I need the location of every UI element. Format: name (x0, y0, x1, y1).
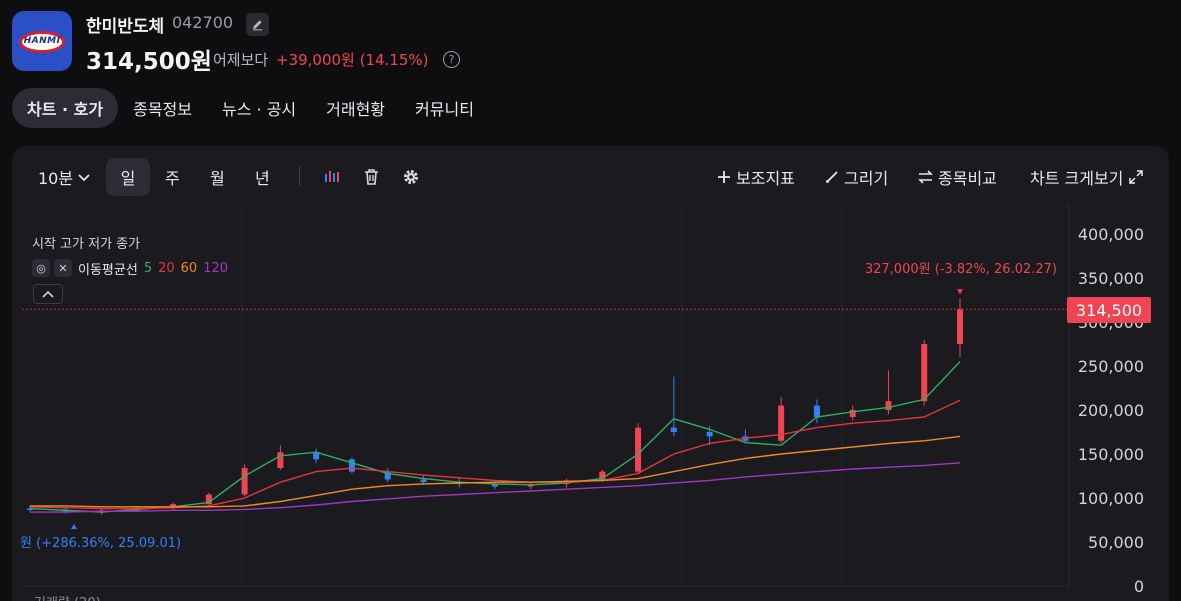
logo-ellipse (19, 31, 65, 53)
chart-toolbar: 10분 일 주 월 년 (12, 146, 1169, 204)
ma-period-5: 5 (143, 260, 153, 276)
expand-label: 차트 크게보기 (1030, 169, 1124, 188)
candlestick-icon (325, 171, 339, 182)
expand-chart-button[interactable]: 차트 크게보기 (1030, 158, 1144, 196)
period-day[interactable]: 일 (106, 158, 150, 196)
trash-icon (365, 169, 378, 185)
ma-period-20: 20 (158, 260, 175, 276)
chevron-down-icon (78, 174, 90, 182)
period-month[interactable]: 월 (210, 169, 225, 188)
chart-card: 400,000350,000300,000250,000200,000150,0… (12, 146, 1169, 601)
stock-code: 042700 (172, 13, 234, 32)
settings-button[interactable] (402, 158, 420, 196)
pen-icon (826, 171, 838, 183)
candle-body (706, 432, 713, 437)
current-price-tag: 314,500 (1067, 297, 1151, 323)
candle-body (813, 405, 820, 418)
candle-body (492, 483, 498, 487)
high-marker-arrow (957, 289, 963, 295)
tab-community[interactable]: 커뮤니티 (415, 100, 474, 119)
compare-button[interactable]: 종목비교 (918, 158, 997, 196)
candle-body (849, 410, 856, 418)
candle-type-button[interactable] (323, 158, 341, 196)
indicator-button[interactable]: 보조지표 (717, 158, 795, 196)
candle-body (635, 427, 642, 472)
compare-label: 종목비교 (938, 169, 997, 188)
period-week[interactable]: 주 (165, 169, 180, 188)
y-tick-label: 400,000 (1078, 225, 1144, 244)
price-chart[interactable]: 400,000350,000300,000250,000200,000150,0… (12, 146, 1169, 601)
candle-body (599, 471, 606, 481)
period-year[interactable]: 년 (255, 169, 270, 188)
volume-legend: 거래량 (20) (34, 592, 101, 601)
interval-label: 10분 (38, 169, 74, 188)
indicator-label: 보조지표 (736, 169, 795, 188)
interval-dropdown[interactable]: 10분 (38, 158, 92, 196)
collapse-legend-button[interactable] (33, 284, 63, 304)
candle-body (27, 508, 33, 511)
chevron-up-icon (42, 290, 54, 298)
ohlc-legend: 시작 고가 저가 종가 (32, 237, 141, 252)
help-icon[interactable]: ? (443, 51, 460, 68)
pencil-icon (253, 20, 262, 31)
candle-body (957, 309, 963, 344)
edit-button[interactable] (246, 13, 269, 36)
candle-body (170, 504, 177, 508)
candle-body (420, 479, 427, 483)
moving-average-legend: ◎ ✕ 이동평균선 5 20 60 120 (32, 258, 228, 278)
tab-chart-orderbook[interactable]: 차트 · 호가 (12, 88, 119, 128)
ma-line-60 (30, 435, 961, 508)
candle-body (241, 468, 248, 495)
high-price-annotation: 327,000원 (-3.82%, 26.02.27) (865, 262, 1057, 277)
y-tick-label: 250,000 (1078, 357, 1144, 376)
candle-body (384, 471, 391, 480)
stock-tabs: 차트 · 호가 종목정보 뉴스 · 공시 거래현황 커뮤니티 (12, 88, 489, 128)
logo-text: HANMI (23, 36, 61, 46)
candle-body (670, 427, 677, 432)
y-tick-label: 150,000 (1078, 445, 1144, 464)
tab-stock-info[interactable]: 종목정보 (133, 100, 192, 119)
candle-body (885, 401, 892, 410)
company-logo: HANMI (12, 11, 72, 71)
ma-period-120: 120 (203, 260, 229, 276)
tab-trading[interactable]: 거래현황 (326, 100, 386, 119)
change-prefix: 어제보다 (213, 51, 269, 69)
y-tick-label: 0 (1134, 577, 1144, 596)
candle-body (778, 405, 785, 441)
close-icon[interactable]: ✕ (54, 259, 72, 277)
draw-label: 그리기 (844, 169, 889, 188)
y-tick-label: 100,000 (1078, 489, 1144, 508)
plus-icon (718, 171, 730, 183)
expand-icon (1129, 170, 1144, 184)
ma-period-60: 60 (180, 260, 198, 276)
swap-icon (918, 170, 933, 184)
y-tick-label: 200,000 (1078, 401, 1144, 420)
y-tick-label: 350,000 (1078, 269, 1144, 288)
visibility-toggle-icon[interactable]: ◎ (32, 259, 50, 277)
tab-news[interactable]: 뉴스 · 공시 (222, 100, 297, 119)
ma-line-5 (29, 361, 961, 513)
low-marker-arrow (71, 524, 77, 529)
candle-body (205, 494, 212, 505)
y-tick-label: 50,000 (1088, 533, 1144, 552)
candle-body (313, 452, 320, 460)
ma-line-120 (30, 462, 961, 513)
ma-label: 이동평균선 (78, 262, 138, 278)
stock-name: 한미반도체 (86, 17, 165, 37)
draw-button[interactable]: 그리기 (825, 158, 888, 196)
delete-button[interactable] (363, 158, 380, 196)
current-price: 314,500원 (86, 49, 212, 75)
low-price-annotation: 원 (+286.36%, 25.09.01) (20, 536, 181, 551)
toolbar-divider (299, 166, 300, 186)
price-change: +39,000원 (14.15%) (276, 51, 429, 69)
candle-body (277, 452, 284, 469)
gear-icon (404, 170, 418, 184)
candle-body (921, 344, 928, 402)
candle-body (348, 459, 355, 472)
